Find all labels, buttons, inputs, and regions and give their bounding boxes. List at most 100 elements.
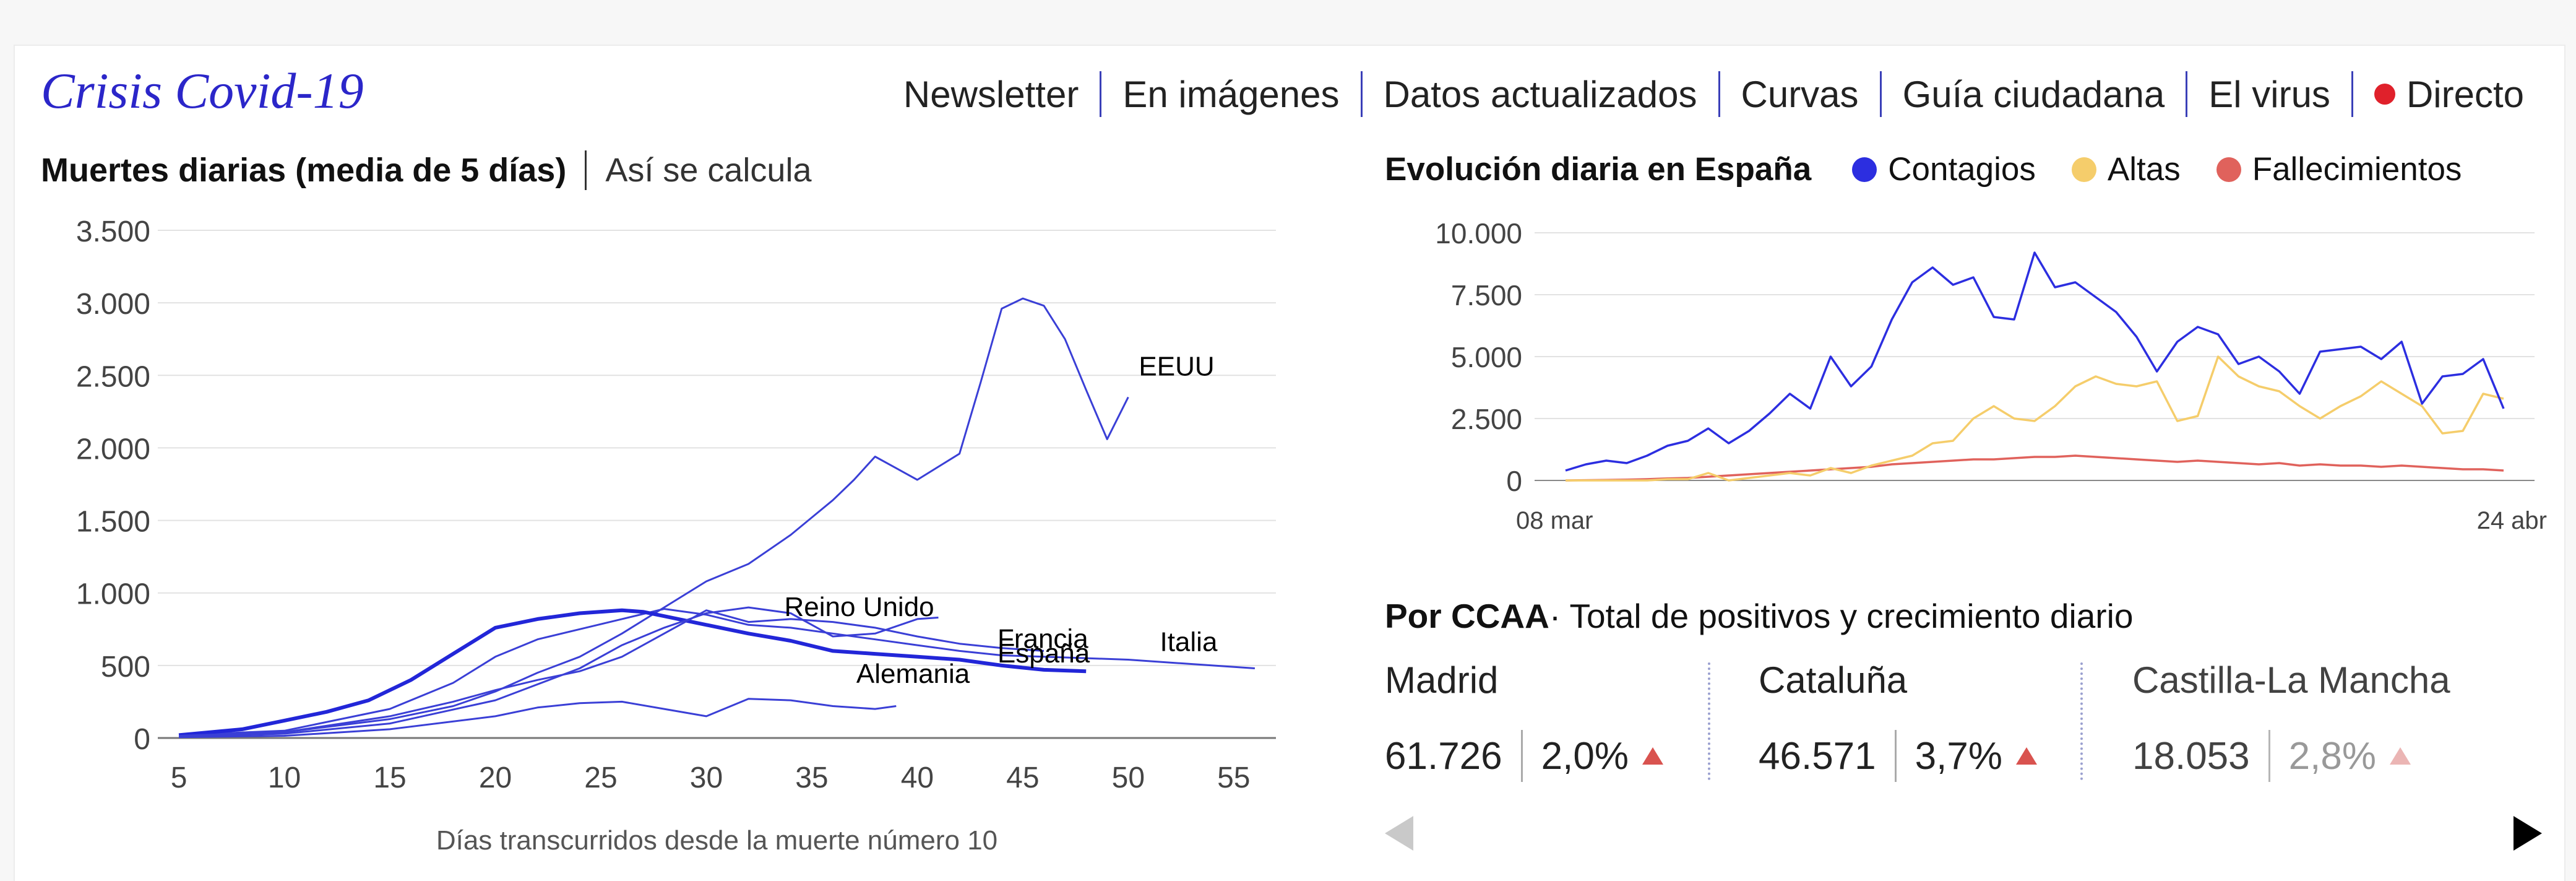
carousel-next-icon[interactable] <box>2514 816 2542 851</box>
series-label-reino-unido: Reino Unido <box>785 592 934 622</box>
legend-contagios: Contagios <box>1852 150 2036 188</box>
ccaa-title-bold: Por CCAA <box>1385 597 1549 635</box>
nav-datos-actualizados[interactable]: Datos actualizados <box>1383 73 1697 115</box>
series-line-francia <box>179 609 1045 737</box>
region-values: 18.053 2,8% <box>2132 730 2485 782</box>
region-separator <box>2268 730 2270 782</box>
nav-separator <box>2186 71 2188 117</box>
x-tick-label: 50 <box>1112 762 1145 794</box>
x-tick-label: 10 <box>268 762 301 794</box>
x-tick-label: 20 <box>479 762 512 794</box>
header-separator <box>585 150 587 190</box>
region-values: 61.726 2,0% <box>1385 730 1738 782</box>
nav-en-imagenes[interactable]: En imágenes <box>1122 73 1340 115</box>
region-divider <box>2080 662 2083 780</box>
left-chart-title: Muertes diarias (media de 5 días) <box>41 152 567 189</box>
widget-card <box>14 45 2565 881</box>
nav-separator <box>1360 71 1363 117</box>
legend-altas: Altas <box>2071 150 2181 188</box>
left-chart-header: Muertes diarias (media de 5 días) Así se… <box>41 150 811 190</box>
legend-dot-fallecimientos <box>2216 157 2241 182</box>
nav-directo-label: Directo <box>2406 73 2524 115</box>
series-line-altas <box>1566 355 2504 482</box>
region-growth: 2,0% <box>1541 734 1629 778</box>
region-growth: 2,8% <box>2288 734 2376 778</box>
region-name: Cataluña <box>1759 659 1908 701</box>
y-tick-label: 2.500 <box>76 360 150 393</box>
legend-dot-altas <box>2071 157 2096 182</box>
up-triangle-icon <box>2389 747 2411 765</box>
series-line-fallecimientos <box>1565 454 2504 482</box>
nav-separator <box>1718 71 1720 117</box>
region-divider <box>1708 662 1710 780</box>
y-tick-label: 1.000 <box>76 578 150 611</box>
ccaa-title: Por CCAA· Total de positivos y crecimien… <box>1385 596 2133 636</box>
x-tick-label: 55 <box>1217 762 1250 794</box>
x-tick-label: 08 mar <box>1516 507 1593 534</box>
region-separator <box>1894 730 1897 782</box>
series-label-francia: Francia <box>997 624 1088 654</box>
ccaa-subtitle: · Total de positivos y crecimiento diari… <box>1549 597 2134 635</box>
x-tick-label: 35 <box>795 762 828 794</box>
y-tick-label: 2.500 <box>1451 403 1522 435</box>
region-total: 61.726 <box>1385 734 1502 778</box>
nav-separator <box>1879 71 1882 117</box>
carousel-prev-icon[interactable] <box>1385 816 1413 851</box>
y-tick-label: 3.500 <box>76 215 150 248</box>
brand-title[interactable]: Crisis Covid-19 <box>41 63 364 119</box>
calc-link[interactable]: Así se calcula <box>605 152 812 189</box>
nav-directo[interactable]: Directo <box>2374 73 2524 116</box>
region-card-madrid[interactable]: Madrid 61.726 2,0% <box>1385 659 1738 782</box>
region-separator <box>1520 730 1523 782</box>
x-tick-label: 45 <box>1006 762 1039 794</box>
region-values: 46.571 3,7% <box>1759 730 2111 782</box>
series-label-eeuu: EEUU <box>1139 351 1214 381</box>
legend-label-fallecimientos: Fallecimientos <box>2252 151 2462 188</box>
region-name: Madrid <box>1385 659 1499 701</box>
series-line-reino-unido <box>179 606 939 738</box>
region-growth: 3,7% <box>1915 734 2002 778</box>
y-tick-label: 5.000 <box>1451 341 1522 373</box>
y-tick-label: 0 <box>134 723 150 756</box>
y-tick-label: 3.000 <box>76 288 150 321</box>
live-dot-icon <box>2374 84 2395 105</box>
legend-label-contagios: Contagios <box>1888 151 2036 188</box>
region-card-cataluna[interactable]: Cataluña 46.571 3,7% <box>1759 659 2111 782</box>
y-tick-label: 0 <box>1506 465 1522 497</box>
legend-label-altas: Altas <box>2107 151 2181 188</box>
nav-curvas[interactable]: Curvas <box>1741 73 1859 115</box>
x-tick-label: 5 <box>171 762 187 794</box>
nav-newsletter[interactable]: Newsletter <box>903 73 1079 115</box>
up-triangle-icon <box>1642 747 1663 765</box>
x-axis-title: Días transcurridos desde la muerte númer… <box>436 825 997 856</box>
y-tick-label: 2.000 <box>76 433 150 466</box>
right-chart-header: Evolución diaria en España Contagios Alt… <box>1385 150 2462 188</box>
region-card-castilla-la-mancha[interactable]: Castilla-La Mancha 18.053 2,8% <box>2132 659 2485 782</box>
nav-el-virus[interactable]: El virus <box>2208 73 2330 115</box>
top-nav: Newsletter En imágenes Datos actualizado… <box>903 71 2524 117</box>
y-tick-label: 7.500 <box>1451 279 1522 311</box>
nav-separator <box>2351 71 2353 117</box>
series-line-italia <box>179 608 1256 736</box>
series-label-alemania: Alemania <box>856 659 970 689</box>
x-tick-label: 24 abr <box>2477 507 2547 534</box>
spain-evolution-chart: 0 2.500 5.000 7.500 10.000 08 mar 24 abr <box>1435 217 2547 534</box>
region-total: 18.053 <box>2132 734 2250 778</box>
nav-guia-ciudadana[interactable]: Guía ciudadana <box>1902 73 2165 115</box>
x-tick-label: 25 <box>584 762 617 794</box>
nav-separator <box>1100 71 1102 117</box>
x-tick-label: 15 <box>373 762 406 794</box>
x-tick-label: 40 <box>901 762 934 794</box>
y-tick-label: 500 <box>101 651 150 684</box>
series-line-eeuu <box>179 297 1129 736</box>
up-triangle-icon <box>2015 747 2037 765</box>
deaths-chart: 0 500 1.000 1.500 2.000 2.500 3.000 3.500 5 10 15 2… <box>76 215 1276 856</box>
right-chart-title: Evolución diaria en España <box>1385 151 1812 188</box>
region-name: Castilla-La Mancha <box>2132 659 2450 701</box>
y-tick-label: 10.000 <box>1435 217 1522 250</box>
x-tick-label: 30 <box>690 762 723 794</box>
legend-fallecimientos: Fallecimientos <box>2216 150 2462 188</box>
series-label-italia: Italia <box>1160 627 1217 657</box>
series-line-alemania <box>179 698 897 739</box>
series-line-contagios <box>1565 251 2505 472</box>
